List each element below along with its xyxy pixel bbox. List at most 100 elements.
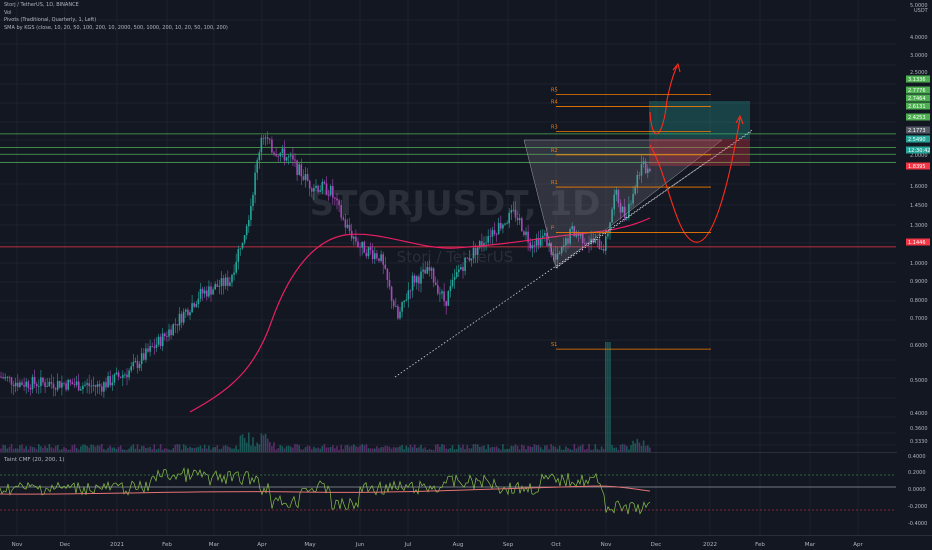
triangle-shape [523,139,723,269]
volume-bar [44,445,46,452]
volume-bar [241,434,244,452]
candle-body [552,253,555,255]
candle-body [334,197,336,199]
volume-bar [75,447,78,452]
candle-body [630,203,632,205]
volume-bar [231,448,233,452]
volume-bar [642,440,645,452]
candle-body [298,164,300,175]
volume-bar [277,448,279,452]
volume-bar [581,444,584,452]
candle-body [485,242,487,244]
candle-body [124,374,126,376]
legend-volume[interactable]: Vol [4,9,12,16]
candle-body [151,346,153,347]
volume-bar [308,445,311,452]
legend-sma[interactable]: SMA by KGS (close, 10, 20, 50, 100, 200,… [4,24,228,31]
legend-symbol[interactable]: Storj / TetherUS, 1D, BINANCE [4,2,79,8]
candle-body [172,324,174,336]
candle-body [512,209,515,211]
time-tick: Apr [257,542,267,548]
candle-body [107,376,109,388]
candle-body [533,245,536,246]
volume-bar [315,448,317,452]
candle-body [319,190,321,192]
volume-bar [506,448,508,452]
candle-body [338,200,340,206]
candle-body [468,257,471,261]
time-tick: Jun [355,542,365,548]
candle-body [216,284,219,287]
time-tick: Sep [503,542,514,548]
volume-bar [432,449,435,452]
candle-body [401,302,403,312]
volume-bar [647,445,649,452]
volume-bar [54,445,57,452]
price-tick: 2.5000 [910,70,928,76]
price-unit: USDT [914,8,929,14]
time-tick: Oct [551,542,561,548]
candle-body [210,286,212,295]
name-watermark: Storj / TetherUS [397,248,514,266]
volume-bar [248,432,250,452]
volume-bar [86,445,88,452]
cmf-legend[interactable]: Taint CMF (20, 200, 1) [4,457,65,463]
volume-bar [306,445,309,452]
volume-bar [567,448,569,452]
volume-bar [151,449,153,452]
candle-body [157,336,160,345]
volume-bar [594,444,597,452]
candle-body [621,206,624,213]
candle-body [115,372,118,375]
volume-bar [598,449,601,452]
price-tick: 1.0000 [910,261,928,267]
volume-bar [180,449,183,452]
time-tick: 2021 [110,542,124,548]
volume-bar [147,447,149,452]
volume-bar [514,444,517,452]
volume-bar [554,446,557,452]
volume-bar [266,438,269,452]
volume-bar [371,448,374,452]
candle-body [258,152,261,161]
volume-bar [586,448,588,452]
volume-bar [281,446,284,452]
candle-body [453,276,456,280]
volume-bar [422,448,424,452]
candle-body [248,220,250,227]
volume-bar [19,445,21,452]
volume-bar [380,447,382,452]
candle-body [327,194,330,196]
candle-body [409,290,412,292]
candle-body [61,382,63,388]
volume-bar [0,448,2,452]
volume-bar [176,444,179,452]
candle-body [245,226,248,236]
volume-bar [182,444,185,452]
candle-body [38,386,40,387]
volume-bar [361,444,363,452]
volume-bar [621,444,624,452]
volume-bar [607,342,609,452]
candle-body [609,222,611,234]
cmf-panel [0,452,932,515]
pivot-levels: R5 R4 R3 R2 R1 P S1 [551,87,711,350]
candle-body [98,384,101,387]
time-tick: Mar [805,542,816,548]
candle-body [174,324,177,325]
price-tick: 1.3000 [910,223,928,229]
volume-bar [376,446,378,452]
volume-bar [577,446,580,452]
candle-body [317,185,319,192]
candle-body [397,306,399,319]
candle-body [92,385,95,387]
volume-bar [527,446,529,452]
legend-pivots[interactable]: Pivots (Traditional, Quarterly, 1, Left) [4,17,97,24]
candle-body [439,293,441,295]
volume-bar [455,449,458,452]
volume-bar [374,448,376,452]
candle-body [558,253,561,254]
volume-bar [237,449,240,452]
candle-body [35,383,38,387]
